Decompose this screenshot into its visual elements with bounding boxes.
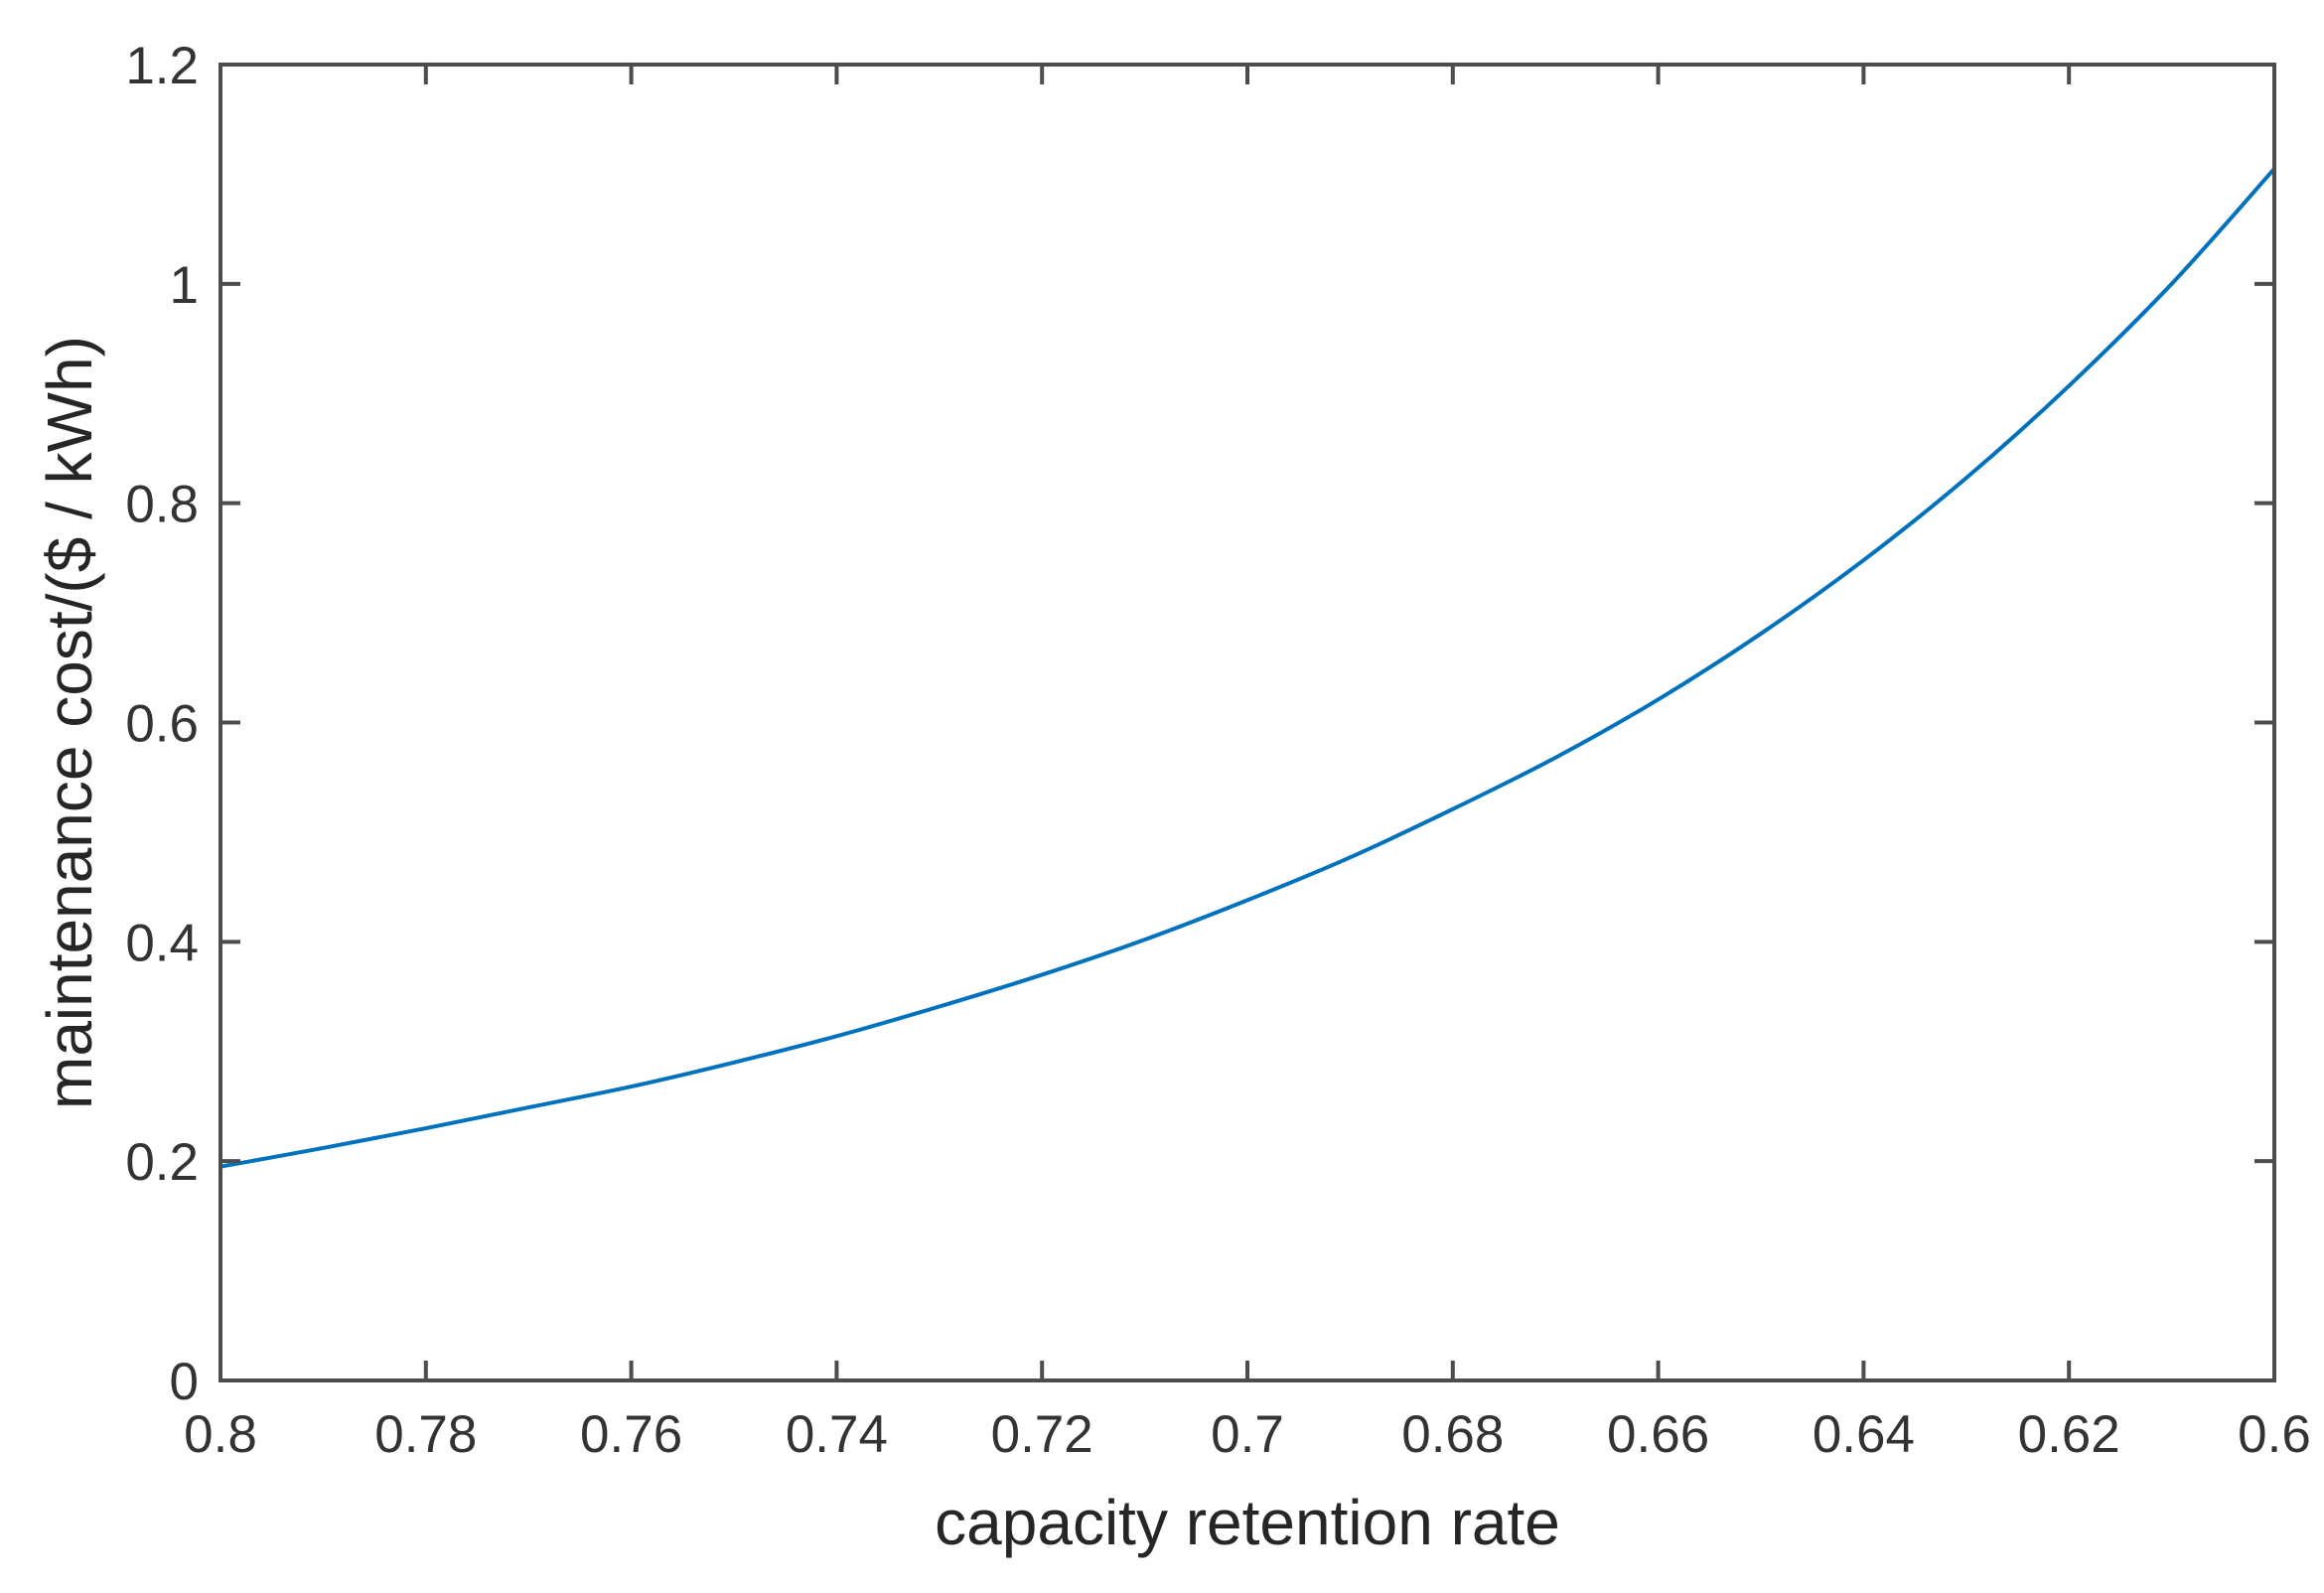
x-tick-label: 0.8 [184,1405,257,1464]
x-tick-label: 0.64 [1813,1405,1915,1464]
x-tick-label: 0.62 [2018,1405,2120,1464]
y-tick-label: 1.2 [125,37,199,95]
x-tick-label: 0.76 [580,1405,682,1464]
y-tick-label: 0 [170,1353,199,1411]
y-tick-label: 0.4 [125,914,199,972]
x-tick-label: 0.68 [1401,1405,1504,1464]
series-layer [218,166,2276,1169]
x-tick-label: 0.74 [786,1405,888,1464]
x-tick-label: 0.78 [374,1405,477,1464]
x-tick-label: 0.6 [2238,1405,2311,1464]
y-tick-label: 0.8 [125,476,199,534]
x-tick-label: 0.7 [1211,1405,1284,1464]
x-axis-label: capacity retention rate [935,1487,1560,1558]
y-tick-label: 0.2 [125,1133,199,1192]
ticks-layer [218,63,2276,1382]
tick-labels-layer: 0.8 0.78 0.76 0.74 0.72 0.7 0.68 0.66 0.64 0.62 0.… [125,37,2311,1464]
y-tick-label: 1 [170,256,199,315]
x-tick-label: 0.72 [991,1405,1093,1464]
axes-box [218,63,2276,1382]
y-axis-label: maintenance cost/($ / kWh) [34,336,105,1109]
series-line [218,166,2276,1169]
x-tick-label: 0.66 [1607,1405,1709,1464]
y-tick-label: 0.6 [125,695,199,754]
